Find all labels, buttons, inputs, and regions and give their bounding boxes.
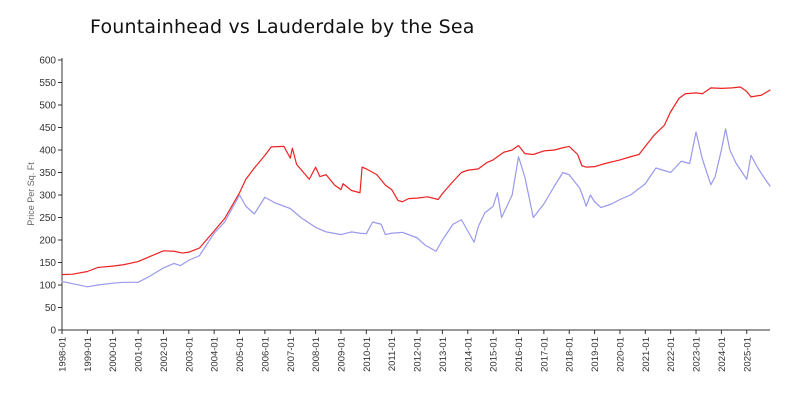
y-tick-label: 0 xyxy=(50,326,56,337)
x-tick-label: 2008-01 xyxy=(311,337,322,372)
x-tick-label: 2014-01 xyxy=(463,337,474,372)
series-line-2 xyxy=(61,128,771,288)
x-tick-label: 2011-01 xyxy=(387,337,398,371)
y-tick-label: 50 xyxy=(45,303,57,314)
x-tick-label: 2000-01 xyxy=(108,337,119,372)
chart-title: Fountainhead vs Lauderdale by the Sea xyxy=(90,16,475,38)
y-tick-label: 400 xyxy=(39,146,56,157)
x-tick-label: 2010-01 xyxy=(362,337,373,372)
x-tick-label: 2004-01 xyxy=(210,337,221,372)
y-tick-label: 600 xyxy=(39,56,56,67)
y-axis-label: Price Per Sq. Ft xyxy=(26,162,36,226)
y-tick-label: 350 xyxy=(39,168,56,179)
x-tick-label: 2020-01 xyxy=(615,337,626,372)
y-tick-label: 550 xyxy=(39,78,56,89)
x-tick-label: 2023-01 xyxy=(692,337,703,372)
x-tick-label: 2025-01 xyxy=(742,337,753,372)
x-tick-label: 2003-01 xyxy=(184,337,195,372)
y-tick-label: 250 xyxy=(39,213,56,224)
x-tick-label: 2022-01 xyxy=(666,337,677,372)
y-tick-label: 300 xyxy=(39,191,56,202)
x-tick-label: 2006-01 xyxy=(260,337,271,372)
y-tick-label: 500 xyxy=(39,101,56,112)
x-tick-label: 2002-01 xyxy=(159,337,170,372)
x-tick-label: 2001-01 xyxy=(134,337,145,372)
x-tick-label: 2015-01 xyxy=(489,337,500,372)
x-tick-label: 2009-01 xyxy=(336,337,347,372)
series-line-1 xyxy=(61,86,771,276)
x-tick-label: 2013-01 xyxy=(438,337,449,372)
y-tick-label: 100 xyxy=(39,281,56,292)
x-tick-label: 2007-01 xyxy=(286,337,297,372)
x-tick-label: 2012-01 xyxy=(413,337,424,372)
x-tick-label: 1998-01 xyxy=(58,337,69,372)
x-tick-label: 2019-01 xyxy=(590,337,601,372)
x-tick-label: 2024-01 xyxy=(717,337,728,372)
x-tick-label: 2016-01 xyxy=(514,337,525,372)
y-tick-label: 200 xyxy=(39,236,56,247)
x-tick-label: 1999-01 xyxy=(83,337,94,372)
x-tick-label: 2005-01 xyxy=(235,337,246,372)
x-tick-label: 2017-01 xyxy=(539,337,550,372)
y-tick-label: 150 xyxy=(39,258,56,269)
y-tick-label: 450 xyxy=(39,123,56,134)
x-tick-label: 2021-01 xyxy=(641,337,652,372)
x-tick-label: 2018-01 xyxy=(565,337,576,372)
